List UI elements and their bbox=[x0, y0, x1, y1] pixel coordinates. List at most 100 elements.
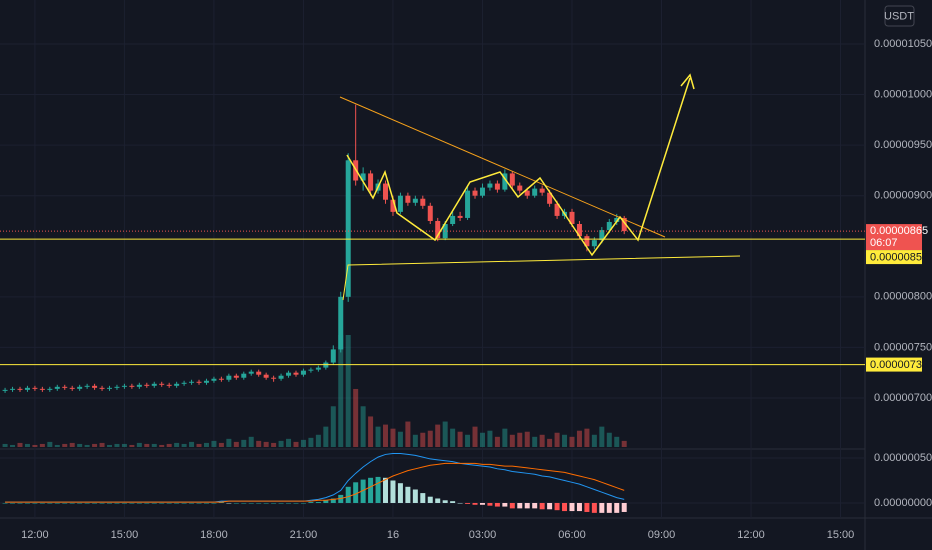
candle-body bbox=[420, 198, 426, 206]
volume-bar bbox=[345, 335, 351, 447]
volume-bar bbox=[599, 426, 605, 447]
candle-body bbox=[569, 211, 575, 225]
candle-body bbox=[278, 375, 284, 379]
candle-body bbox=[203, 380, 209, 383]
candle-body bbox=[330, 349, 336, 363]
histogram-bar bbox=[92, 502, 98, 504]
candle-body bbox=[509, 173, 515, 186]
histogram-bar bbox=[375, 476, 381, 503]
candle-body bbox=[539, 188, 545, 193]
volume-bar bbox=[263, 441, 269, 447]
volume-bar bbox=[397, 431, 403, 447]
volume-bar bbox=[614, 436, 620, 447]
volume-bar bbox=[315, 434, 321, 447]
volume-bar bbox=[353, 388, 359, 447]
histogram-bar bbox=[129, 502, 135, 504]
candle-body bbox=[479, 187, 485, 196]
volume-bar bbox=[174, 442, 180, 447]
histogram-bar bbox=[599, 502, 605, 513]
histogram-bar bbox=[591, 502, 597, 513]
volume-bar bbox=[547, 438, 553, 447]
volume-bar bbox=[300, 439, 306, 447]
volume-bar bbox=[181, 443, 187, 447]
volume-bar bbox=[92, 443, 98, 447]
histogram-bar bbox=[39, 502, 45, 504]
candle-body bbox=[47, 388, 53, 390]
y-tick-label: 0.00000800 bbox=[874, 291, 932, 303]
volume-bar bbox=[159, 444, 165, 447]
volume-bar bbox=[54, 444, 60, 447]
candle-body bbox=[405, 195, 411, 203]
volume-bar bbox=[562, 434, 568, 447]
candle-body bbox=[114, 386, 120, 388]
candle-body bbox=[293, 372, 299, 375]
histogram-bar bbox=[248, 502, 254, 504]
price-line-box bbox=[866, 250, 922, 265]
histogram-bar bbox=[397, 483, 403, 503]
candle-body bbox=[189, 381, 195, 383]
histogram-bar bbox=[47, 502, 53, 504]
volume-bar bbox=[442, 421, 448, 447]
histogram-bar bbox=[517, 502, 523, 509]
candle-body bbox=[241, 373, 247, 378]
histogram-bar bbox=[159, 502, 165, 504]
price-line-box bbox=[866, 357, 922, 372]
histogram-bar bbox=[278, 502, 284, 504]
volume-bar bbox=[494, 436, 500, 447]
volume-bar bbox=[241, 439, 247, 447]
histogram-bar bbox=[99, 502, 105, 504]
volume-bar bbox=[532, 436, 538, 447]
candle-body bbox=[621, 217, 627, 232]
candle-body bbox=[166, 384, 172, 386]
volume-bar bbox=[17, 442, 23, 447]
candle-body bbox=[300, 370, 306, 375]
candle-body bbox=[218, 378, 224, 380]
price-line-label: 0.00000857 bbox=[870, 251, 928, 263]
candle-body bbox=[614, 217, 620, 222]
candle-body bbox=[286, 372, 292, 376]
y-tick-label: 0.00001050 bbox=[874, 38, 932, 50]
candle-body bbox=[32, 387, 38, 389]
volume-bar bbox=[293, 441, 299, 447]
volume-bar bbox=[308, 437, 314, 447]
volume-bar bbox=[286, 438, 292, 447]
volume-bar bbox=[271, 442, 277, 447]
volume-bar bbox=[323, 426, 329, 447]
candle-body bbox=[427, 205, 433, 221]
histogram-bar bbox=[479, 502, 485, 505]
histogram-bar bbox=[330, 498, 336, 503]
candle-body bbox=[412, 198, 418, 203]
candle-body bbox=[494, 183, 500, 190]
histogram-bar bbox=[554, 502, 560, 511]
candle-body bbox=[196, 381, 202, 383]
volume-bar bbox=[554, 432, 560, 447]
candle-body bbox=[599, 230, 605, 241]
candle-body bbox=[308, 369, 314, 371]
histogram-bar bbox=[524, 502, 530, 509]
histogram-bar bbox=[241, 502, 247, 504]
volume-bar bbox=[405, 421, 411, 447]
candle-body bbox=[450, 215, 456, 225]
volume-bar bbox=[203, 442, 209, 447]
volume-bar bbox=[233, 441, 239, 447]
volume-bar bbox=[218, 442, 224, 447]
candle-body bbox=[226, 375, 232, 380]
arrow-head bbox=[680, 73, 695, 90]
last-price-box bbox=[866, 224, 922, 251]
candle-body bbox=[323, 362, 329, 368]
volume-bar bbox=[211, 440, 217, 447]
y-tick-label: 0.00000900 bbox=[874, 190, 932, 202]
volume-bar bbox=[278, 440, 284, 447]
histogram-bar bbox=[107, 502, 113, 504]
histogram-bar bbox=[323, 500, 329, 503]
volume-bar bbox=[502, 428, 508, 447]
histogram-bar bbox=[435, 498, 441, 503]
candle-body bbox=[532, 188, 538, 196]
y-tick-label: 0.00000050 bbox=[874, 452, 932, 464]
candle-body bbox=[397, 195, 403, 212]
last-price-label: 0.00000865 bbox=[870, 225, 928, 237]
histogram-bar bbox=[494, 502, 500, 507]
support-line bbox=[342, 255, 741, 301]
histogram-bar bbox=[412, 489, 418, 503]
volume-bar bbox=[390, 428, 396, 447]
